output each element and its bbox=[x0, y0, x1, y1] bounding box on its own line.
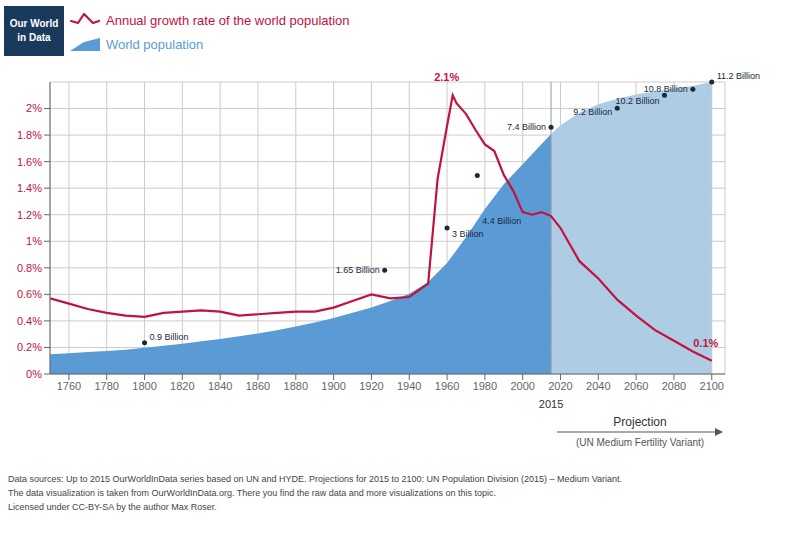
svg-text:1.2%: 1.2% bbox=[17, 209, 42, 221]
svg-text:2015: 2015 bbox=[539, 398, 563, 410]
svg-text:2.1%: 2.1% bbox=[434, 71, 459, 83]
svg-text:2020: 2020 bbox=[548, 380, 572, 392]
svg-text:0.9 Billion: 0.9 Billion bbox=[150, 332, 189, 342]
svg-text:1920: 1920 bbox=[359, 380, 383, 392]
html-text:World population: World population bbox=[106, 36, 204, 52]
svg-text:1760: 1760 bbox=[57, 380, 81, 392]
svg-text:0.1%: 0.1% bbox=[693, 337, 718, 349]
html-text:Annual growth rate of the worl: Annual growth rate of the world populati… bbox=[106, 12, 350, 28]
svg-text:0.4%: 0.4% bbox=[17, 315, 42, 327]
html-text:Data sources: Up to 2015 OurWo: Data sources: Up to 2015 OurWorldInData … bbox=[8, 474, 622, 484]
svg-text:Projection: Projection bbox=[613, 415, 666, 429]
svg-text:0.6%: 0.6% bbox=[17, 288, 42, 300]
svg-text:1900: 1900 bbox=[321, 380, 345, 392]
svg-text:2060: 2060 bbox=[624, 380, 648, 392]
svg-text:1980: 1980 bbox=[473, 380, 497, 392]
html-text:Our World in Data: Our World in Data bbox=[9, 18, 59, 43]
html-text:The data visualization is take: The data visualization is taken from Our… bbox=[8, 488, 496, 498]
svg-text:10.8 Billion: 10.8 Billion bbox=[644, 84, 688, 94]
svg-text:11.2 Billion: 11.2 Billion bbox=[717, 71, 760, 81]
svg-text:7.4 Billion: 7.4 Billion bbox=[507, 122, 546, 132]
svg-text:2000: 2000 bbox=[510, 380, 534, 392]
svg-text:0.8%: 0.8% bbox=[17, 262, 42, 274]
svg-text:1%: 1% bbox=[26, 235, 42, 247]
svg-text:1.6%: 1.6% bbox=[17, 156, 42, 168]
svg-text:(UN Medium Fertility Variant): (UN Medium Fertility Variant) bbox=[576, 437, 704, 448]
svg-text:1880: 1880 bbox=[284, 380, 308, 392]
svg-text:3 Billion: 3 Billion bbox=[452, 229, 484, 239]
svg-text:1780: 1780 bbox=[94, 380, 118, 392]
svg-text:1.8%: 1.8% bbox=[17, 129, 42, 141]
svg-text:1800: 1800 bbox=[132, 380, 156, 392]
svg-text:4.4 Billion: 4.4 Billion bbox=[482, 216, 521, 226]
svg-text:0%: 0% bbox=[26, 368, 42, 380]
svg-text:0.2%: 0.2% bbox=[17, 341, 42, 353]
svg-text:1860: 1860 bbox=[246, 380, 270, 392]
svg-text:9.2 Billion: 9.2 Billion bbox=[573, 107, 612, 117]
svg-text:2%: 2% bbox=[26, 102, 42, 114]
svg-text:1.4%: 1.4% bbox=[17, 182, 42, 194]
svg-text:1960: 1960 bbox=[435, 380, 459, 392]
svg-text:2100: 2100 bbox=[700, 380, 724, 392]
html-text:Licensed under CC-BY-SA by the: Licensed under CC-BY-SA by the author Ma… bbox=[8, 502, 217, 512]
svg-text:1820: 1820 bbox=[170, 380, 194, 392]
svg-text:10.2 Billion: 10.2 Billion bbox=[615, 96, 659, 106]
svg-text:2040: 2040 bbox=[586, 380, 610, 392]
svg-text:1840: 1840 bbox=[208, 380, 232, 392]
svg-text:1940: 1940 bbox=[397, 380, 421, 392]
svg-text:2080: 2080 bbox=[662, 380, 686, 392]
svg-text:1.65 Billion: 1.65 Billion bbox=[336, 265, 380, 275]
